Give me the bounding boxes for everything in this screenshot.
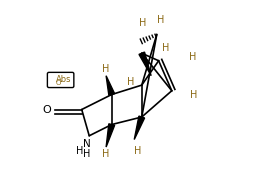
Text: O: O	[55, 80, 61, 86]
Text: H: H	[189, 52, 196, 62]
Text: H: H	[157, 15, 164, 25]
Text: H: H	[83, 149, 90, 159]
Polygon shape	[134, 116, 145, 139]
Polygon shape	[106, 124, 115, 147]
Text: N: N	[82, 139, 90, 149]
Text: Abs: Abs	[56, 75, 71, 84]
Text: H: H	[139, 18, 146, 28]
Text: H: H	[102, 149, 110, 159]
Text: H: H	[190, 90, 197, 99]
Text: H: H	[76, 146, 84, 156]
Text: H: H	[102, 64, 110, 74]
Text: O: O	[43, 105, 51, 115]
Polygon shape	[106, 76, 115, 95]
FancyBboxPatch shape	[48, 72, 74, 88]
Text: H: H	[127, 77, 134, 87]
Text: H: H	[162, 43, 170, 53]
Text: H: H	[134, 146, 142, 156]
Polygon shape	[139, 52, 151, 76]
